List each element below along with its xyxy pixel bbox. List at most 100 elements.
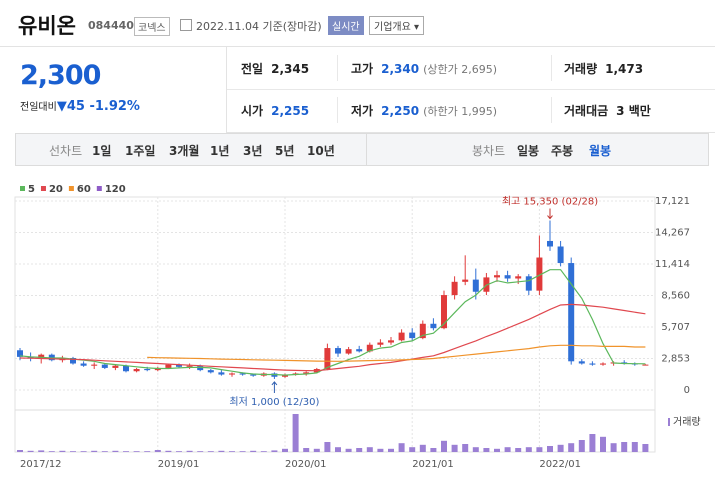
candle-body xyxy=(536,257,543,291)
quote-value: 2,250 xyxy=(381,104,420,118)
period-button[interactable]: 1주일 xyxy=(125,144,156,158)
y-tick-label: 2,853 xyxy=(661,354,690,365)
legend-label: 120 xyxy=(105,184,126,195)
candle-body xyxy=(472,279,479,292)
candle-period-button[interactable]: 월봉 xyxy=(589,144,612,158)
volume-legend-swatch xyxy=(668,418,670,426)
period-button[interactable]: 3개월 xyxy=(169,144,200,158)
volume-bar xyxy=(144,451,151,452)
candle-body xyxy=(186,365,193,367)
stock-code: 084440 xyxy=(88,19,134,32)
legend-label: 5 xyxy=(28,184,35,195)
candle-body xyxy=(112,365,119,368)
quote-cell: 거래량 1,473 xyxy=(564,60,643,77)
y-tick-label: 14,267 xyxy=(655,228,690,239)
change: 전일대비▼45 -1.92% xyxy=(20,98,140,114)
candle-body xyxy=(515,276,522,279)
candle-period-button[interactable]: 주봉 xyxy=(551,144,574,158)
legend-swatch xyxy=(40,186,46,191)
period-button[interactable]: 10년 xyxy=(307,144,335,158)
volume-bar xyxy=(610,443,617,452)
volume-bar xyxy=(525,447,532,452)
candle-body xyxy=(229,373,235,375)
volume-legend-label: 거래량 xyxy=(673,416,701,428)
volume-bar xyxy=(547,446,553,452)
volume-bar xyxy=(101,451,108,452)
x-tick-label: 2022/01 xyxy=(539,459,581,470)
col-divider xyxy=(551,55,552,81)
legend-label: 60 xyxy=(77,184,91,195)
volume-bar xyxy=(578,440,585,452)
stock-name: 유비온 xyxy=(18,14,76,38)
high-arrow xyxy=(547,208,553,220)
candle-body xyxy=(398,332,405,341)
volume-bar xyxy=(324,442,331,452)
quote-table: 전일 2,345 고가 2,340 (상한가 2,695) 거래량 1,473 시가 2,255… xyxy=(226,47,715,133)
candle-body xyxy=(547,240,553,247)
toolbar: 선차트 1일 1주일 3개월 1년 3년 5년 10년 봉차트 일봉 주봉 월봉 xyxy=(15,133,709,166)
quote-value: 2,345 xyxy=(271,62,310,76)
volume-bar xyxy=(38,450,45,452)
quote-note: (상한가 2,695) xyxy=(423,63,497,76)
quote-label: 저가 xyxy=(351,104,374,118)
toolbar-divider xyxy=(366,134,367,165)
legend-label: 20 xyxy=(49,184,63,195)
moving-average-line xyxy=(19,269,646,376)
candle-body xyxy=(441,295,447,329)
volume-bar xyxy=(70,451,76,452)
volume-bar xyxy=(345,448,352,452)
volume-bar xyxy=(123,451,129,452)
down-arrow: ▼ xyxy=(56,99,67,114)
x-tick-label: 2020/01 xyxy=(285,459,327,470)
realtime-button[interactable]: 실시간 xyxy=(328,16,364,35)
volume-bar xyxy=(27,450,34,452)
market-badge: 코넥스 xyxy=(134,17,170,36)
quote-label: 시가 xyxy=(241,104,264,118)
y-tick-label: 5,707 xyxy=(661,322,690,333)
row-divider xyxy=(227,89,715,90)
volume-bar xyxy=(430,448,437,452)
candle-body xyxy=(504,275,511,279)
x-tick-label: 2019/01 xyxy=(158,459,200,470)
candle-body xyxy=(388,340,394,343)
company-info-label: 기업개요 xyxy=(374,22,411,33)
candle-body xyxy=(366,344,373,352)
candle-body xyxy=(207,370,214,373)
volume-bar xyxy=(260,451,267,452)
volume-bar xyxy=(536,447,543,452)
header: 유비온 084440 코넥스 2022.11.04 기준(장마감) 실시간 기업… xyxy=(0,0,715,47)
candle-body xyxy=(218,372,225,375)
quote-cell: 시가 2,255 xyxy=(241,102,309,119)
period-button[interactable]: 5년 xyxy=(275,144,295,158)
volume-bar xyxy=(292,414,299,452)
volume-bar xyxy=(154,450,161,452)
volume-bar xyxy=(176,451,182,452)
quote-label: 전일 xyxy=(241,62,264,76)
period-button[interactable]: 3년 xyxy=(243,144,263,158)
candle-body xyxy=(239,373,246,375)
candle-body xyxy=(303,372,310,374)
company-info-button[interactable]: 기업개요 ▾ xyxy=(369,16,425,35)
candle-body xyxy=(419,323,426,339)
volume-bar xyxy=(133,451,140,452)
volume-bar xyxy=(631,442,638,452)
quote-value: 1,473 xyxy=(605,62,644,76)
candle-chart-label: 봉차트 xyxy=(472,144,506,158)
quote-cell: 전일 2,345 xyxy=(241,60,309,77)
candle-body xyxy=(642,364,649,366)
quote-label: 고가 xyxy=(351,62,374,76)
x-tick-label: 2017/12 xyxy=(20,459,62,470)
candle-body xyxy=(600,363,606,365)
candle-body xyxy=(250,374,257,376)
period-button[interactable]: 1일 xyxy=(92,144,112,158)
period-button[interactable]: 1년 xyxy=(210,144,230,158)
volume-bar xyxy=(282,448,288,452)
quote-value: 3 백만 xyxy=(616,104,651,118)
candle-body xyxy=(91,364,98,366)
volume-bar xyxy=(483,448,490,452)
candle-body xyxy=(324,348,331,370)
candle-body xyxy=(578,361,585,364)
candle-period-button[interactable]: 일봉 xyxy=(517,144,540,158)
plot-frame xyxy=(14,196,656,453)
